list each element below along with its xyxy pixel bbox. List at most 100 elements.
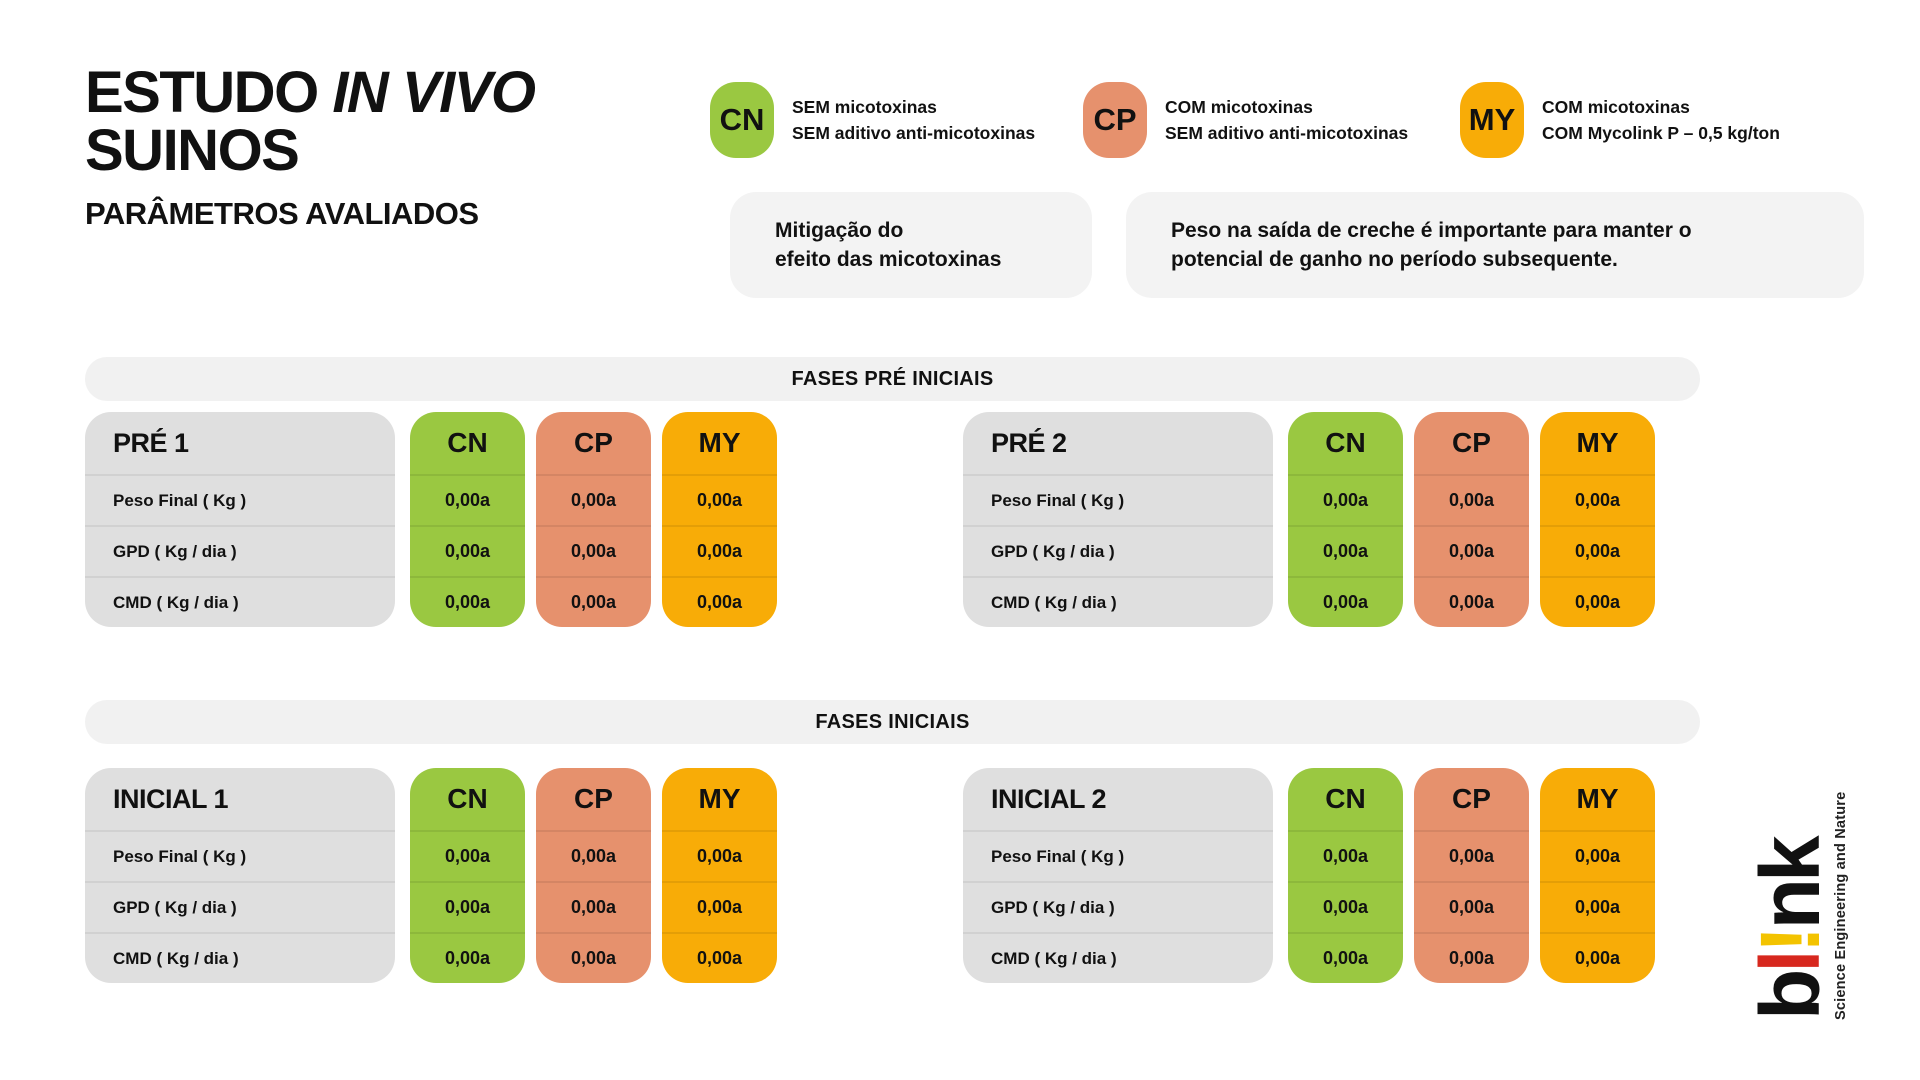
table-title: PRÉ 1	[113, 427, 189, 458]
title-part-regular: ESTUDO	[85, 60, 333, 125]
logo-letter-b: b	[1743, 972, 1837, 1020]
legend-badge-my: MY	[1460, 82, 1524, 158]
blink-logo-inner: bl!nk Science Engineering and Nature	[1743, 790, 1849, 1020]
table-label-panel: INICIAL 1 Peso Final ( Kg ) GPD ( Kg / d…	[85, 768, 395, 983]
column-cp: CP 0,00a 0,00a 0,00a	[536, 412, 651, 627]
column-header: CP	[1452, 427, 1491, 458]
table-title: INICIAL 2	[991, 783, 1107, 814]
value-cell: 0,00a	[536, 525, 651, 576]
value-cell: 0,00a	[1540, 881, 1655, 932]
value-cell: 0,00a	[1414, 525, 1529, 576]
table-title: INICIAL 1	[113, 783, 229, 814]
row-label: GPD ( Kg / dia )	[963, 881, 1273, 932]
column-cn: CN 0,00a 0,00a 0,00a	[410, 412, 525, 627]
value-cell: 0,00a	[1540, 932, 1655, 983]
row-label: Peso Final ( Kg )	[85, 474, 395, 525]
value-cell: 0,00a	[1288, 881, 1403, 932]
column-header: MY	[698, 427, 741, 458]
legend-badge-cn: CN	[710, 82, 774, 158]
value-cell: 0,00a	[1288, 474, 1403, 525]
table-pre-1: PRÉ 1 Peso Final ( Kg ) GPD ( Kg / dia )…	[85, 412, 777, 627]
title-block: ESTUDO IN VIVO SUINOS PARÂMETROS AVALIAD…	[85, 64, 536, 232]
value-cell: 0,00a	[662, 474, 777, 525]
value-cell: 0,00a	[1288, 576, 1403, 627]
column-header: MY	[1576, 427, 1619, 458]
column-cp: CP 0,00a 0,00a 0,00a	[536, 768, 651, 983]
value-cell: 0,00a	[1414, 474, 1529, 525]
table-label-panel: PRÉ 2 Peso Final ( Kg ) GPD ( Kg / dia )…	[963, 412, 1273, 627]
value-cell: 0,00a	[662, 932, 777, 983]
title-part-italic: IN VIVO	[332, 60, 536, 125]
table-pre-2: PRÉ 2 Peso Final ( Kg ) GPD ( Kg / dia )…	[963, 412, 1655, 627]
blink-logo-wordmark: bl!nk	[1743, 790, 1837, 1020]
row-label: CMD ( Kg / dia )	[963, 576, 1273, 627]
value-cell: 0,00a	[536, 830, 651, 881]
table-inicial-2: INICIAL 2 Peso Final ( Kg ) GPD ( Kg / d…	[963, 768, 1655, 983]
legend-item-my: MY COM micotoxinas COM Mycolink P – 0,5 …	[1460, 82, 1780, 158]
column-header: CP	[574, 427, 613, 458]
column-cn: CN 0,00a 0,00a 0,00a	[1288, 412, 1403, 627]
value-cell: 0,00a	[410, 474, 525, 525]
legend-text-cp: COM micotoxinas SEM aditivo anti-micotox…	[1165, 96, 1409, 143]
value-cell: 0,00a	[410, 576, 525, 627]
value-cell: 0,00a	[1288, 830, 1403, 881]
column-header: CN	[1325, 783, 1366, 814]
row-label: GPD ( Kg / dia )	[963, 525, 1273, 576]
value-cell: 0,00a	[1414, 830, 1529, 881]
column-header: CP	[574, 783, 613, 814]
value-cell: 0,00a	[1540, 474, 1655, 525]
table-label-panel: INICIAL 2 Peso Final ( Kg ) GPD ( Kg / d…	[963, 768, 1273, 983]
value-cell: 0,00a	[410, 932, 525, 983]
value-cell: 0,00a	[410, 525, 525, 576]
table-label-panel: PRÉ 1 Peso Final ( Kg ) GPD ( Kg / dia )…	[85, 412, 395, 627]
value-cell: 0,00a	[662, 525, 777, 576]
note-mitigation: Mitigação do efeito das micotoxinas	[730, 192, 1092, 298]
value-cell: 0,00a	[536, 881, 651, 932]
column-header: CP	[1452, 783, 1491, 814]
title-line2: SUINOS	[85, 118, 300, 183]
row-label: Peso Final ( Kg )	[963, 830, 1273, 881]
column-cp: CP 0,00a 0,00a 0,00a	[1414, 768, 1529, 983]
value-cell: 0,00a	[1414, 576, 1529, 627]
value-cell: 0,00a	[536, 474, 651, 525]
row-label: CMD ( Kg / dia )	[963, 932, 1273, 983]
value-cell: 0,00a	[662, 576, 777, 627]
value-cell: 0,00a	[410, 881, 525, 932]
note-weight-importance: Peso na saída de creche é importante par…	[1126, 192, 1864, 298]
column-cp: CP 0,00a 0,00a 0,00a	[1414, 412, 1529, 627]
page-title: ESTUDO IN VIVO SUINOS	[85, 64, 536, 183]
row-label: GPD ( Kg / dia )	[85, 525, 395, 576]
value-cell: 0,00a	[662, 830, 777, 881]
legend-text-my: COM micotoxinas COM Mycolink P – 0,5 kg/…	[1542, 96, 1780, 143]
row-label: Peso Final ( Kg )	[85, 830, 395, 881]
row-label: CMD ( Kg / dia )	[85, 576, 395, 627]
legend-item-cp: CP COM micotoxinas SEM aditivo anti-mico…	[1083, 82, 1408, 158]
column-header: CN	[447, 427, 488, 458]
legend-text-cn: SEM micotoxinas SEM aditivo anti-micotox…	[792, 96, 1036, 143]
value-cell: 0,00a	[1414, 932, 1529, 983]
column-my: MY 0,00a 0,00a 0,00a	[1540, 412, 1655, 627]
value-cell: 0,00a	[536, 932, 651, 983]
value-cell: 0,00a	[1540, 576, 1655, 627]
row-label: CMD ( Kg / dia )	[85, 932, 395, 983]
table-inicial-1: INICIAL 1 Peso Final ( Kg ) GPD ( Kg / d…	[85, 768, 777, 983]
row-label: GPD ( Kg / dia )	[85, 881, 395, 932]
value-cell: 0,00a	[662, 881, 777, 932]
value-cell: 0,00a	[1288, 525, 1403, 576]
column-my: MY 0,00a 0,00a 0,00a	[1540, 768, 1655, 983]
column-cn: CN 0,00a 0,00a 0,00a	[410, 768, 525, 983]
column-header: CN	[1325, 427, 1366, 458]
blink-logo-tagline: Science Engineering and Nature	[1832, 791, 1849, 1020]
column-header: MY	[1576, 783, 1619, 814]
column-header: MY	[698, 783, 741, 814]
column-my: MY 0,00a 0,00a 0,00a	[662, 768, 777, 983]
value-cell: 0,00a	[536, 576, 651, 627]
column-header: CN	[447, 783, 488, 814]
page-subtitle: PARÂMETROS AVALIADOS	[85, 196, 479, 231]
logo-exclamation: !	[1743, 929, 1837, 954]
value-cell: 0,00a	[410, 830, 525, 881]
section-banner-iniciais: FASES INICIAIS	[85, 700, 1700, 744]
table-title: PRÉ 2	[991, 427, 1067, 458]
value-cell: 0,00a	[1288, 932, 1403, 983]
row-label: Peso Final ( Kg )	[963, 474, 1273, 525]
